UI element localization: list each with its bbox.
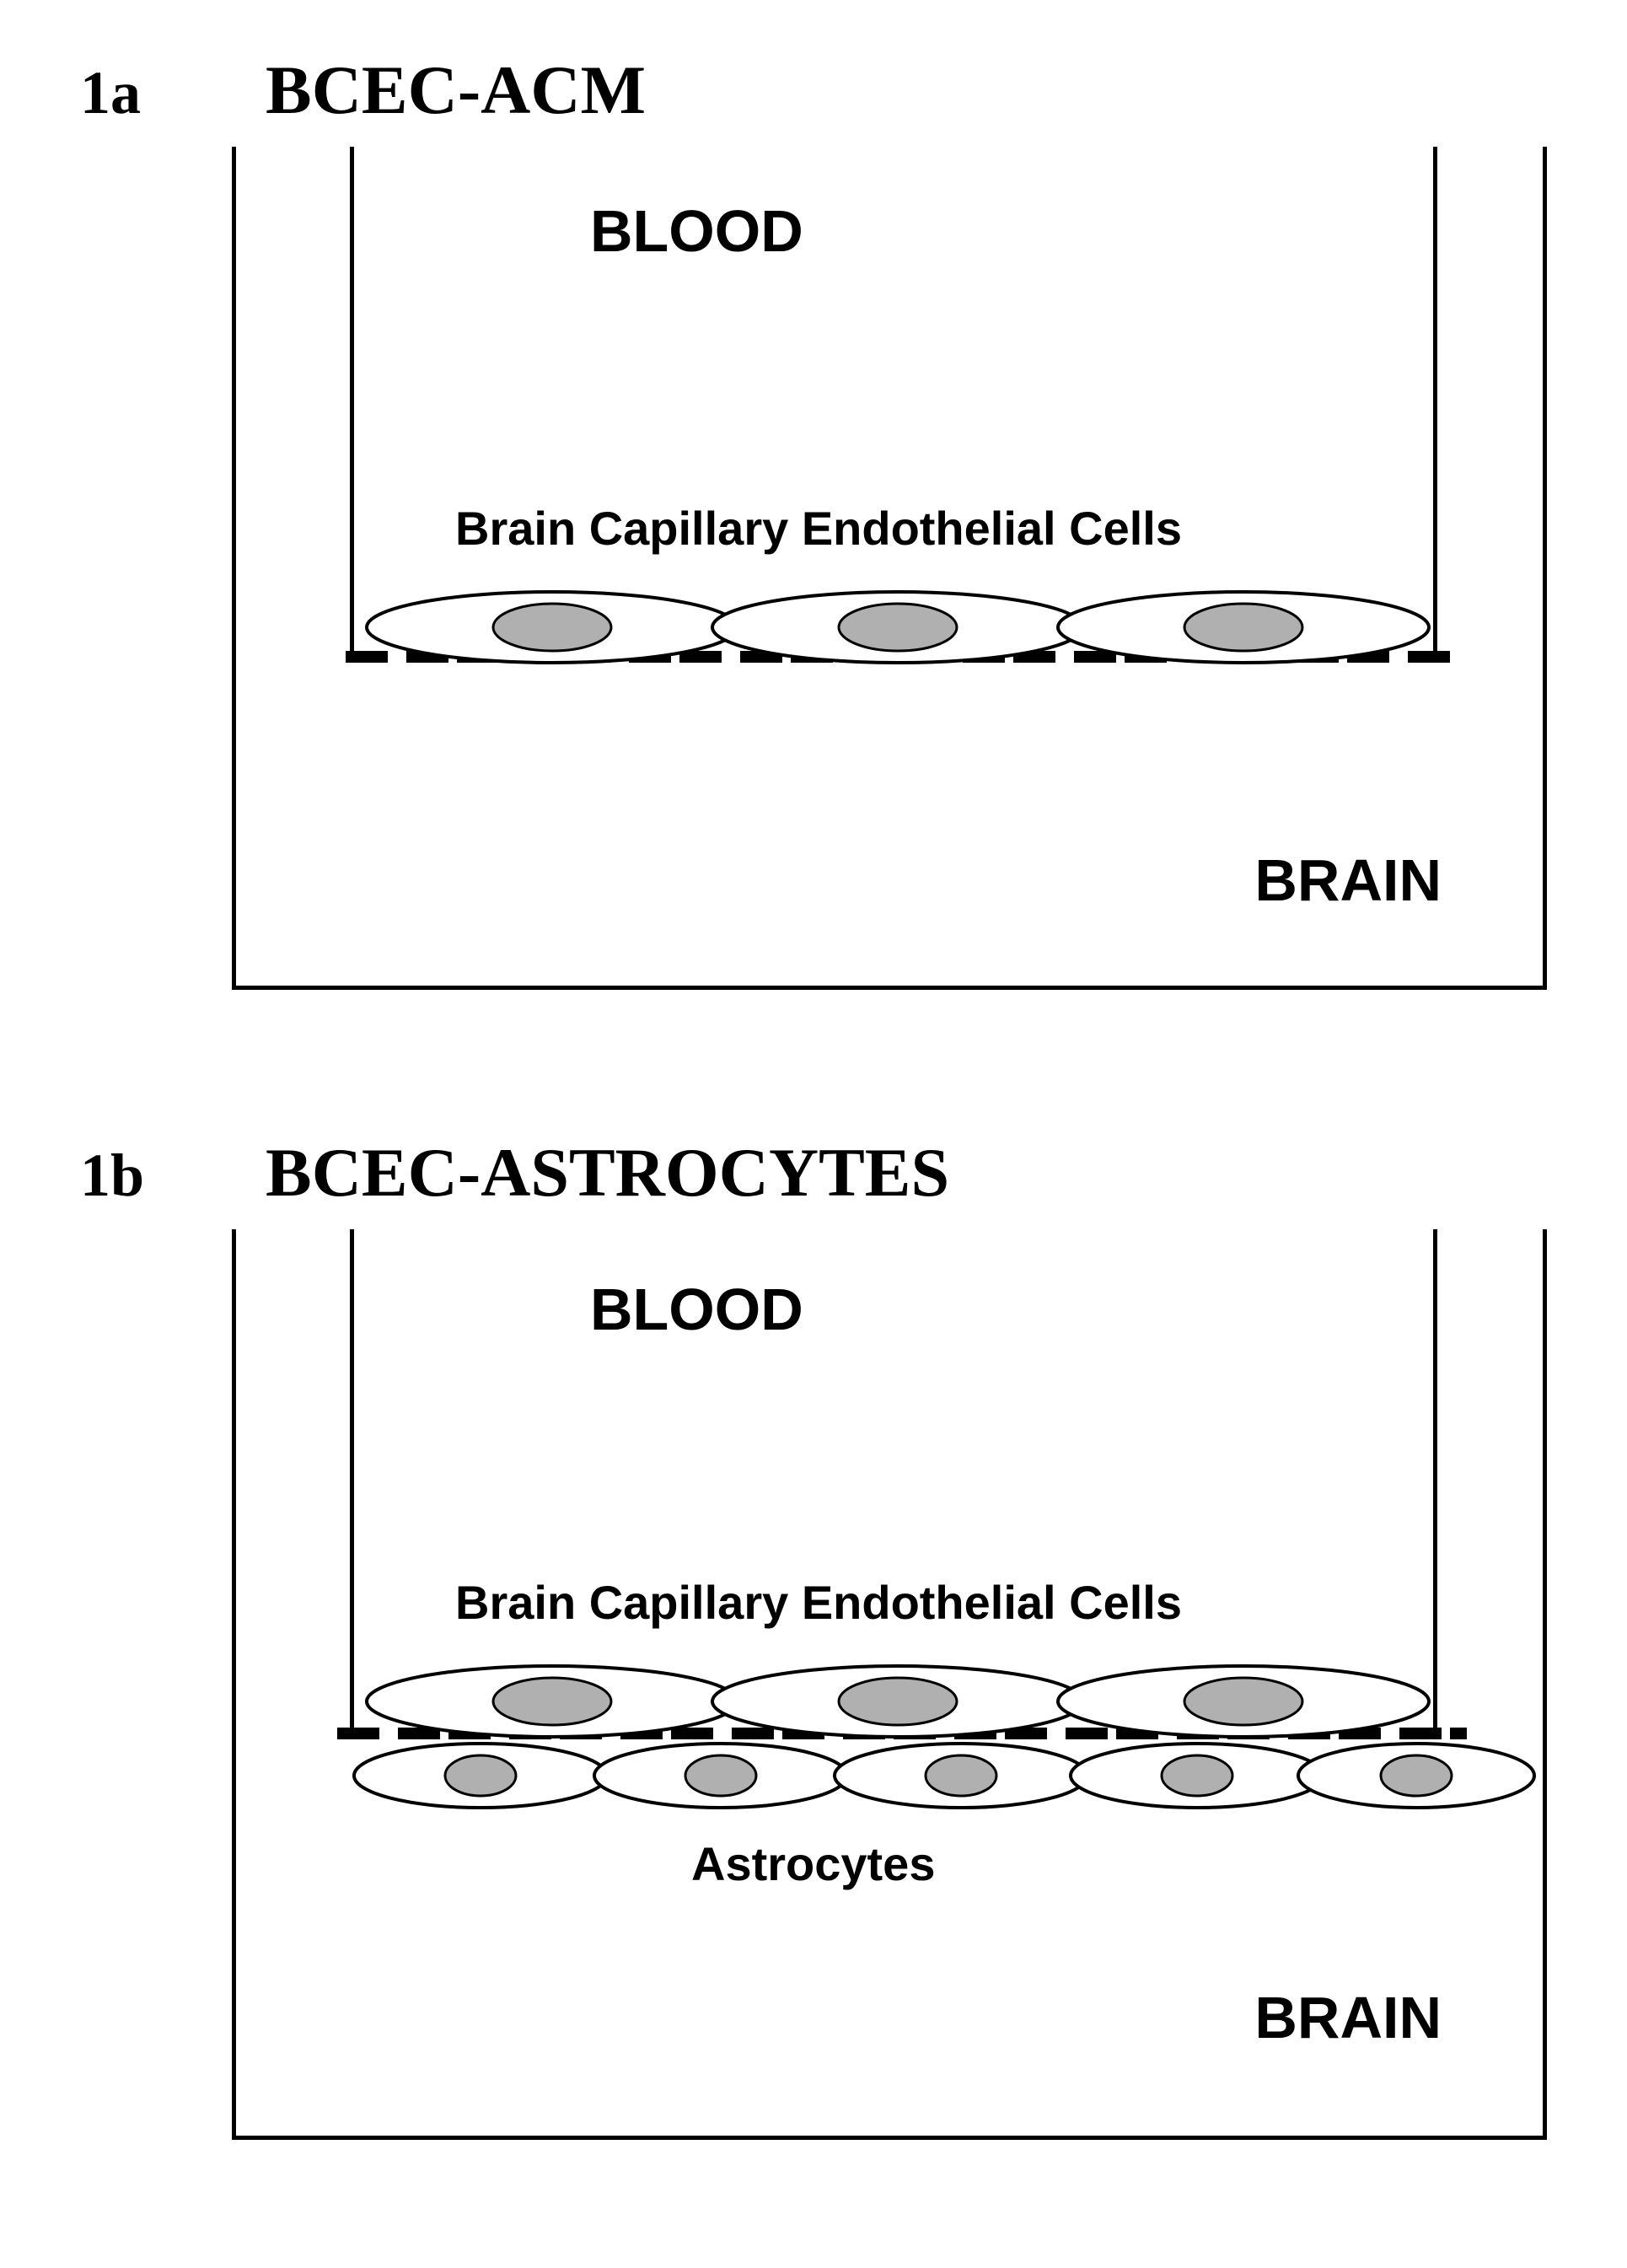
panel-a-cells-svg [236, 147, 1551, 990]
page-container: 1a BCEC-ACM BLOOD Brain Capillary Endoth… [0, 0, 1627, 2268]
panel-spacer [80, 990, 1547, 1133]
panel-a-label: 1a [80, 58, 266, 128]
panel-b-outer-box: BLOOD Brain Capillary Endothelial Cells … [232, 1229, 1547, 2140]
panel-b-title: BCEC-ASTROCYTES [266, 1133, 949, 1212]
panel-a-outer-box: BLOOD Brain Capillary Endothelial Cells … [232, 147, 1547, 990]
panel-b-header: 1b BCEC-ASTROCYTES [80, 1133, 1547, 1212]
panel-b-cells-svg [236, 1229, 1551, 2140]
panel-a-header: 1a BCEC-ACM [80, 51, 1547, 130]
panel-b-label: 1b [80, 1141, 266, 1211]
panel-a-title: BCEC-ACM [266, 51, 646, 130]
